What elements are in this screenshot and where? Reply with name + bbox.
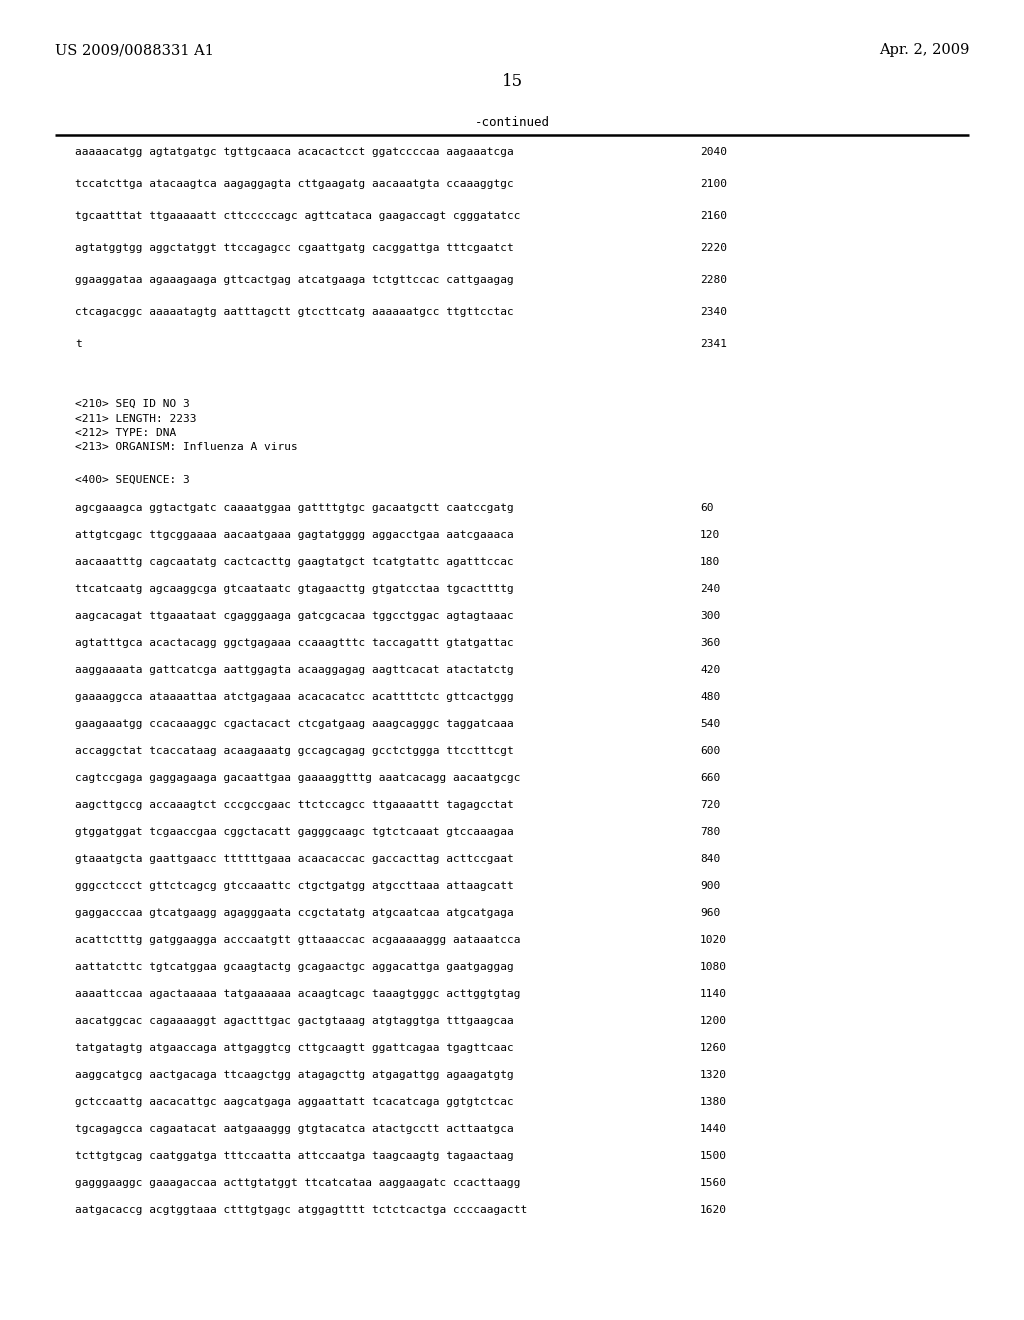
Text: tcttgtgcag caatggatga tttccaatta attccaatga taagcaagtg tagaactaag: tcttgtgcag caatggatga tttccaatta attccaa… [75,1151,514,1162]
Text: ctcagacggc aaaaatagtg aatttagctt gtccttcatg aaaaaatgcc ttgttcctac: ctcagacggc aaaaatagtg aatttagctt gtccttc… [75,308,514,317]
Text: ggaaggataa agaaagaaga gttcactgag atcatgaaga tctgttccac cattgaagag: ggaaggataa agaaagaaga gttcactgag atcatga… [75,275,514,285]
Text: 1080: 1080 [700,962,727,972]
Text: ttcatcaatg agcaaggcga gtcaataatc gtagaacttg gtgatcctaa tgcacttttg: ttcatcaatg agcaaggcga gtcaataatc gtagaac… [75,583,514,594]
Text: <211> LENGTH: 2233: <211> LENGTH: 2233 [75,413,197,424]
Text: <213> ORGANISM: Influenza A virus: <213> ORGANISM: Influenza A virus [75,442,298,453]
Text: 720: 720 [700,800,720,810]
Text: tatgatagtg atgaaccaga attgaggtcg cttgcaagtt ggattcagaa tgagttcaac: tatgatagtg atgaaccaga attgaggtcg cttgcaa… [75,1043,514,1053]
Text: 1380: 1380 [700,1097,727,1107]
Text: US 2009/0088331 A1: US 2009/0088331 A1 [55,44,214,57]
Text: 2341: 2341 [700,339,727,348]
Text: aacatggcac cagaaaaggt agactttgac gactgtaaag atgtaggtga tttgaagcaa: aacatggcac cagaaaaggt agactttgac gactgta… [75,1016,514,1026]
Text: 2040: 2040 [700,147,727,157]
Text: 15: 15 [502,74,522,91]
Text: 2100: 2100 [700,180,727,189]
Text: 540: 540 [700,719,720,729]
Text: <210> SEQ ID NO 3: <210> SEQ ID NO 3 [75,399,189,409]
Text: agtatggtgg aggctatggt ttccagagcc cgaattgatg cacggattga tttcgaatct: agtatggtgg aggctatggt ttccagagcc cgaattg… [75,243,514,253]
Text: 180: 180 [700,557,720,568]
Text: 900: 900 [700,880,720,891]
Text: 660: 660 [700,774,720,783]
Text: 2280: 2280 [700,275,727,285]
Text: 1620: 1620 [700,1205,727,1214]
Text: 360: 360 [700,638,720,648]
Text: 1560: 1560 [700,1177,727,1188]
Text: gggcctccct gttctcagcg gtccaaattc ctgctgatgg atgccttaaa attaagcatt: gggcctccct gttctcagcg gtccaaattc ctgctga… [75,880,514,891]
Text: aagcttgccg accaaagtct cccgccgaac ttctccagcc ttgaaaattt tagagcctat: aagcttgccg accaaagtct cccgccgaac ttctcca… [75,800,514,810]
Text: <212> TYPE: DNA: <212> TYPE: DNA [75,428,176,438]
Text: 1260: 1260 [700,1043,727,1053]
Text: 960: 960 [700,908,720,917]
Text: tccatcttga atacaagtca aagaggagta cttgaagatg aacaaatgta ccaaaggtgc: tccatcttga atacaagtca aagaggagta cttgaag… [75,180,514,189]
Text: 780: 780 [700,828,720,837]
Text: 300: 300 [700,611,720,620]
Text: attgtcgagc ttgcggaaaa aacaatgaaa gagtatgggg aggacctgaa aatcgaaaca: attgtcgagc ttgcggaaaa aacaatgaaa gagtatg… [75,531,514,540]
Text: aaaattccaa agactaaaaa tatgaaaaaa acaagtcagc taaagtgggc acttggtgtag: aaaattccaa agactaaaaa tatgaaaaaa acaagtc… [75,989,520,999]
Text: 60: 60 [700,503,714,513]
Text: gaggacccaa gtcatgaagg agagggaata ccgctatatg atgcaatcaa atgcatgaga: gaggacccaa gtcatgaagg agagggaata ccgctat… [75,908,514,917]
Text: <400> SEQUENCE: 3: <400> SEQUENCE: 3 [75,475,189,484]
Text: 420: 420 [700,665,720,675]
Text: accaggctat tcaccataag acaagaaatg gccagcagag gcctctggga ttcctttcgt: accaggctat tcaccataag acaagaaatg gccagca… [75,746,514,756]
Text: agtatttgca acactacagg ggctgagaaa ccaaagtttc taccagattt gtatgattac: agtatttgca acactacagg ggctgagaaa ccaaagt… [75,638,514,648]
Text: 840: 840 [700,854,720,865]
Text: gctccaattg aacacattgc aagcatgaga aggaattatt tcacatcaga ggtgtctcac: gctccaattg aacacattgc aagcatgaga aggaatt… [75,1097,514,1107]
Text: acattctttg gatggaagga acccaatgtt gttaaaccac acgaaaaaggg aataaatcca: acattctttg gatggaagga acccaatgtt gttaaac… [75,935,520,945]
Text: -continued: -continued [474,116,550,128]
Text: 1440: 1440 [700,1125,727,1134]
Text: gaagaaatgg ccacaaaggc cgactacact ctcgatgaag aaagcagggc taggatcaaa: gaagaaatgg ccacaaaggc cgactacact ctcgatg… [75,719,514,729]
Text: aaggcatgcg aactgacaga ttcaagctgg atagagcttg atgagattgg agaagatgtg: aaggcatgcg aactgacaga ttcaagctgg atagagc… [75,1071,514,1080]
Text: aatgacaccg acgtggtaaa ctttgtgagc atggagtttt tctctcactga ccccaagactt: aatgacaccg acgtggtaaa ctttgtgagc atggagt… [75,1205,527,1214]
Text: 120: 120 [700,531,720,540]
Text: 480: 480 [700,692,720,702]
Text: tgcaatttat ttgaaaaatt cttcccccagc agttcataca gaagaccagt cgggatatcc: tgcaatttat ttgaaaaatt cttcccccagc agttca… [75,211,520,220]
Text: 1140: 1140 [700,989,727,999]
Text: t: t [75,339,82,348]
Text: aagcacagat ttgaaataat cgagggaaga gatcgcacaa tggcctggac agtagtaaac: aagcacagat ttgaaataat cgagggaaga gatcgca… [75,611,514,620]
Text: 2220: 2220 [700,243,727,253]
Text: agcgaaagca ggtactgatc caaaatggaa gattttgtgc gacaatgctt caatccgatg: agcgaaagca ggtactgatc caaaatggaa gattttg… [75,503,514,513]
Text: gaaaaggcca ataaaattaa atctgagaaa acacacatcc acattttctc gttcactggg: gaaaaggcca ataaaattaa atctgagaaa acacaca… [75,692,514,702]
Text: 600: 600 [700,746,720,756]
Text: gtaaatgcta gaattgaacc ttttttgaaa acaacaccac gaccacttag acttccgaat: gtaaatgcta gaattgaacc ttttttgaaa acaacac… [75,854,514,865]
Text: 1500: 1500 [700,1151,727,1162]
Text: 2340: 2340 [700,308,727,317]
Text: gagggaaggc gaaagaccaa acttgtatggt ttcatcataa aaggaagatc ccacttaagg: gagggaaggc gaaagaccaa acttgtatggt ttcatc… [75,1177,520,1188]
Text: 1020: 1020 [700,935,727,945]
Text: 1320: 1320 [700,1071,727,1080]
Text: 240: 240 [700,583,720,594]
Text: 2160: 2160 [700,211,727,220]
Text: cagtccgaga gaggagaaga gacaattgaa gaaaaggtttg aaatcacagg aacaatgcgc: cagtccgaga gaggagaaga gacaattgaa gaaaagg… [75,774,520,783]
Text: gtggatggat tcgaaccgaa cggctacatt gagggcaagc tgtctcaaat gtccaaagaa: gtggatggat tcgaaccgaa cggctacatt gagggca… [75,828,514,837]
Text: 1200: 1200 [700,1016,727,1026]
Text: aacaaatttg cagcaatatg cactcacttg gaagtatgct tcatgtattc agatttccac: aacaaatttg cagcaatatg cactcacttg gaagtat… [75,557,514,568]
Text: Apr. 2, 2009: Apr. 2, 2009 [879,44,969,57]
Text: aaaaacatgg agtatgatgc tgttgcaaca acacactcct ggatccccaa aagaaatcga: aaaaacatgg agtatgatgc tgttgcaaca acacact… [75,147,514,157]
Text: tgcagagcca cagaatacat aatgaaaggg gtgtacatca atactgcctt acttaatgca: tgcagagcca cagaatacat aatgaaaggg gtgtaca… [75,1125,514,1134]
Text: aaggaaaata gattcatcga aattggagta acaaggagag aagttcacat atactatctg: aaggaaaata gattcatcga aattggagta acaagga… [75,665,514,675]
Text: aattatcttc tgtcatggaa gcaagtactg gcagaactgc aggacattga gaatgaggag: aattatcttc tgtcatggaa gcaagtactg gcagaac… [75,962,514,972]
